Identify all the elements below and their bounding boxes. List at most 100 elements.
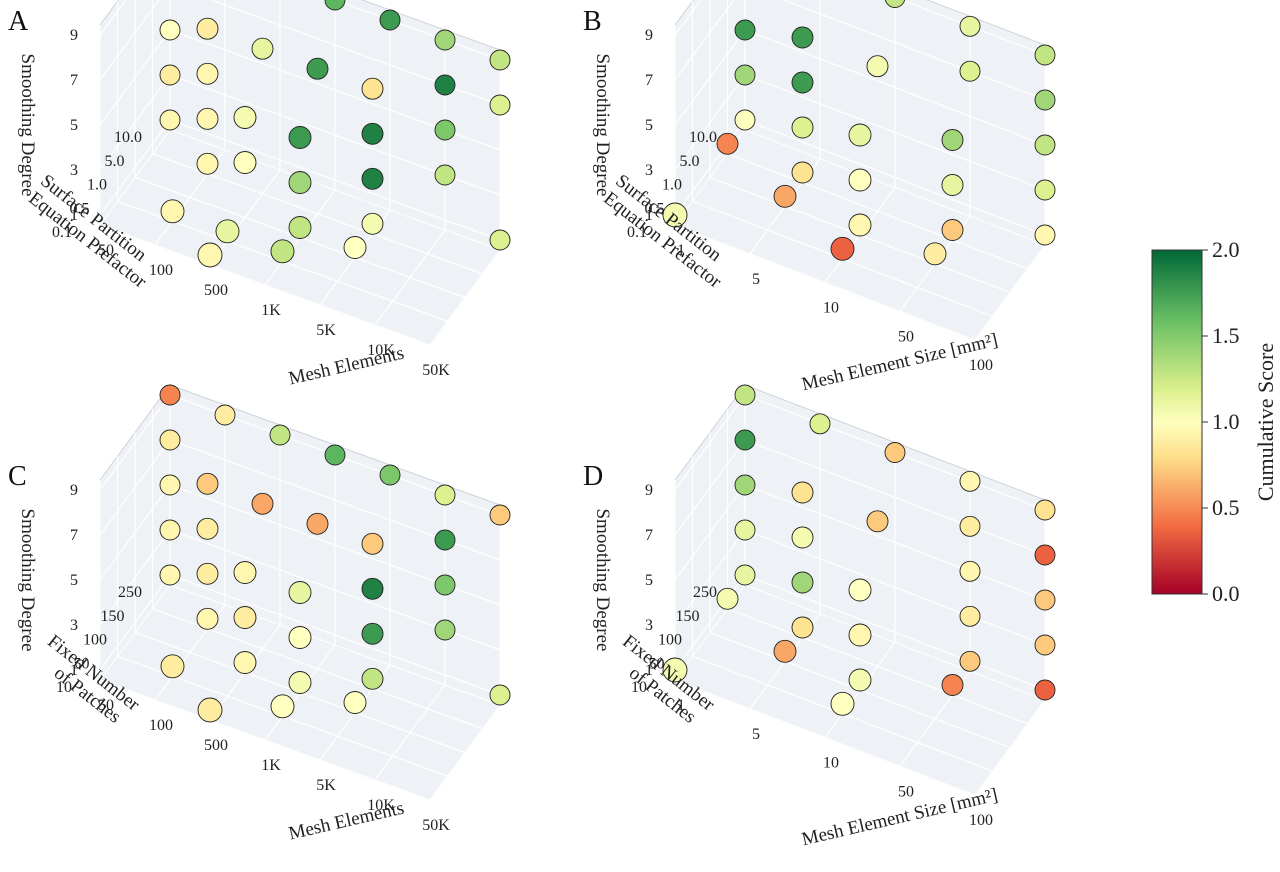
x-tick-label: 5K — [316, 322, 336, 339]
y-tick-label: 10.0 — [689, 129, 717, 146]
data-point — [196, 562, 219, 585]
data-point — [959, 15, 981, 37]
data-point — [884, 442, 906, 463]
y-tick-label: 5.0 — [680, 153, 700, 170]
data-point — [959, 60, 981, 82]
data-point — [959, 515, 981, 537]
gridline — [169, 119, 501, 241]
panel-letter: D — [583, 461, 603, 492]
data-point — [848, 168, 872, 192]
data-point — [361, 167, 384, 190]
data-point — [196, 607, 219, 630]
data-point — [251, 37, 274, 60]
data-point — [233, 561, 257, 584]
x-tick-label: 10 — [823, 755, 839, 772]
data-point — [791, 526, 814, 549]
z-tick-label: 5 — [70, 572, 78, 589]
y-tick-label: 0.5 — [645, 200, 665, 217]
data-point — [791, 161, 814, 184]
gridline — [674, 29, 746, 126]
colorbar-tick: 1.0 — [1212, 409, 1240, 434]
data-point — [791, 116, 814, 139]
data-point — [160, 199, 185, 224]
data-point — [288, 216, 312, 239]
data-point — [662, 657, 688, 683]
gridline — [674, 439, 746, 536]
gridline — [744, 529, 1046, 646]
data-point — [489, 229, 511, 251]
data-point — [361, 122, 384, 145]
data-point — [269, 424, 291, 446]
gridline — [674, 0, 702, 36]
z-tick-label: 5 — [645, 117, 653, 134]
data-point — [361, 667, 384, 690]
gridline — [99, 0, 160, 81]
data-point — [734, 64, 756, 86]
data-point — [1034, 544, 1056, 566]
x-tick-label: 1K — [261, 302, 281, 319]
data-point — [434, 119, 456, 141]
data-point — [959, 650, 981, 672]
gridline — [99, 224, 431, 346]
gridline — [744, 574, 1046, 691]
data-point — [288, 626, 312, 649]
data-point — [434, 164, 456, 186]
gridline — [99, 74, 171, 171]
gridline — [99, 394, 171, 491]
data-point — [214, 404, 236, 426]
z-tick-label: 7 — [70, 72, 78, 89]
z-tick-label: 5 — [645, 572, 653, 589]
data-point — [773, 184, 797, 208]
data-point — [434, 74, 456, 96]
data-point — [324, 444, 346, 466]
data-point — [159, 474, 181, 496]
data-point — [1034, 224, 1056, 246]
z-tick-label: 7 — [645, 72, 653, 89]
x-tick-label: 100 — [969, 812, 993, 829]
data-point — [233, 606, 257, 629]
data-point — [288, 581, 312, 604]
panel-C: 13579501005001K5K10K50K1050100150250Smoo… — [8, 383, 511, 845]
data-point — [1034, 44, 1056, 66]
gridline — [674, 484, 746, 581]
z-tick-label: 7 — [645, 527, 653, 544]
data-point — [791, 571, 814, 594]
z-tick-label: 9 — [645, 27, 653, 44]
data-point — [288, 171, 312, 194]
x-tick-label: 5 — [752, 271, 760, 288]
gridline — [99, 29, 171, 126]
data-point — [830, 236, 855, 261]
data-point — [734, 564, 756, 586]
data-point — [884, 0, 906, 8]
gridline — [899, 0, 1046, 56]
data-point — [196, 517, 219, 540]
gridline — [169, 129, 501, 251]
data-point — [197, 242, 223, 268]
colorbar-label: Cumulative Score — [1253, 343, 1278, 501]
gridline — [99, 574, 171, 671]
gridline — [99, 679, 431, 801]
data-point — [306, 57, 329, 80]
gridline — [169, 584, 501, 706]
z-axis-label: Smoothing Degree — [17, 508, 38, 651]
data-point — [288, 126, 312, 149]
data-point — [1034, 89, 1056, 111]
y-tick-label: 10 — [56, 679, 72, 696]
panels: 1 3 5 7 9 50 100 500 1K 5K 10K 50K 0.1 0.5 1.0 5.0 10.0 S… — [8, 0, 1056, 850]
data-point — [791, 71, 814, 94]
x-tick-label: 50K — [422, 817, 450, 834]
data-point — [361, 622, 384, 645]
data-point — [434, 484, 456, 506]
z-tick-label: 9 — [70, 482, 78, 499]
gridline — [744, 484, 1046, 601]
gridline — [99, 439, 171, 536]
data-point — [941, 219, 964, 241]
colorbar-tick: 0.5 — [1212, 495, 1240, 520]
z-tick-label: 5 — [70, 117, 78, 134]
data-point — [361, 577, 384, 600]
gridline — [674, 224, 976, 341]
data-point — [196, 107, 219, 130]
z-tick-label: 3 — [645, 162, 653, 179]
gridline — [782, 0, 1046, 101]
gridline — [99, 529, 171, 626]
